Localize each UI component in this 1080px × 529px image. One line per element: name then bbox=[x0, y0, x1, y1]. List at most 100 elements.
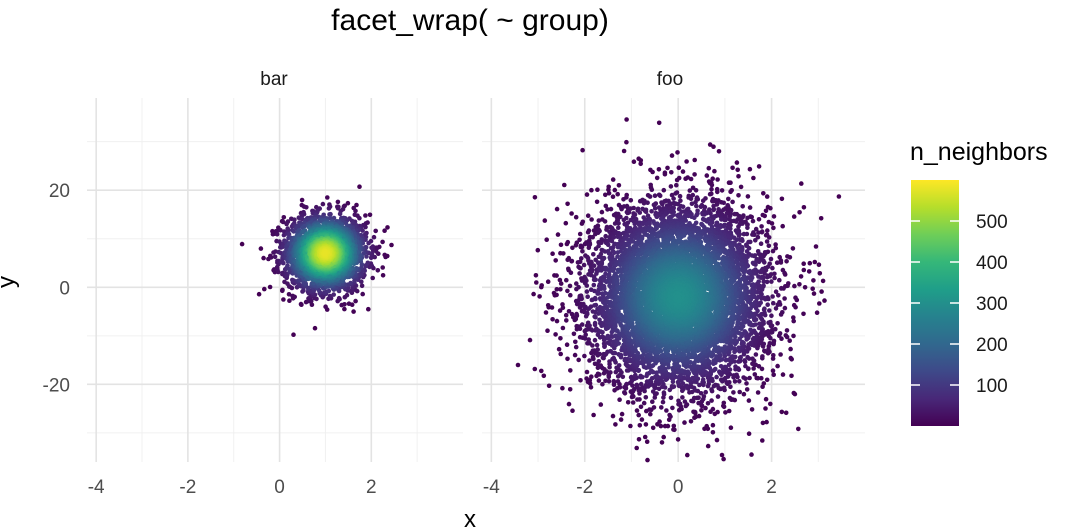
data-point bbox=[573, 214, 579, 220]
data-point bbox=[533, 273, 539, 278]
data-point bbox=[647, 194, 653, 199]
data-point bbox=[771, 353, 776, 358]
data-point bbox=[534, 280, 539, 285]
data-point bbox=[611, 355, 616, 361]
data-point bbox=[692, 157, 697, 163]
data-point bbox=[292, 294, 298, 300]
data-point bbox=[368, 255, 374, 261]
data-point bbox=[645, 200, 650, 205]
data-point bbox=[727, 395, 733, 401]
data-point bbox=[600, 330, 605, 335]
data-point bbox=[624, 139, 629, 145]
data-point bbox=[550, 251, 555, 256]
data-point bbox=[771, 225, 776, 231]
data-point bbox=[624, 117, 629, 122]
data-point bbox=[665, 165, 670, 171]
data-point bbox=[791, 333, 796, 339]
data-point bbox=[643, 422, 649, 427]
data-point bbox=[749, 452, 754, 457]
data-point bbox=[549, 305, 555, 310]
data-point bbox=[713, 382, 718, 388]
data-point bbox=[818, 216, 824, 221]
data-point bbox=[633, 372, 638, 378]
data-point bbox=[811, 278, 816, 283]
data-point bbox=[789, 373, 794, 379]
data-point bbox=[700, 377, 706, 382]
data-point bbox=[716, 149, 722, 154]
data-point bbox=[577, 259, 583, 265]
data-point bbox=[371, 234, 377, 240]
data-point bbox=[657, 419, 662, 424]
data-point bbox=[728, 189, 733, 195]
data-point bbox=[730, 354, 735, 359]
data-point bbox=[576, 284, 581, 290]
x-tick-label: 0 bbox=[274, 477, 285, 498]
data-point bbox=[770, 248, 776, 254]
x-tick-labels-bar: -4 -2 0 2 bbox=[88, 477, 377, 498]
data-point bbox=[611, 378, 617, 384]
data-point bbox=[806, 269, 812, 274]
data-point bbox=[661, 187, 667, 193]
data-point bbox=[788, 355, 794, 361]
data-point bbox=[256, 291, 262, 297]
data-point bbox=[553, 258, 558, 263]
data-point bbox=[784, 328, 790, 333]
data-point bbox=[693, 188, 699, 193]
data-point bbox=[560, 325, 566, 331]
data-point bbox=[564, 318, 569, 323]
data-point bbox=[682, 420, 687, 425]
data-point bbox=[719, 217, 724, 222]
data-point bbox=[650, 399, 655, 405]
data-point bbox=[532, 195, 538, 200]
data-point bbox=[730, 199, 735, 205]
data-point bbox=[584, 283, 590, 288]
data-point bbox=[353, 208, 358, 214]
data-point bbox=[643, 395, 649, 400]
data-point bbox=[744, 249, 750, 254]
data-point bbox=[756, 230, 761, 235]
data-point bbox=[766, 219, 772, 225]
data-point bbox=[785, 254, 790, 259]
data-point bbox=[615, 379, 621, 384]
data-point bbox=[281, 260, 286, 266]
data-point bbox=[380, 265, 386, 270]
data-point bbox=[792, 283, 797, 289]
data-point bbox=[550, 317, 555, 322]
data-point bbox=[610, 194, 616, 199]
data-point bbox=[799, 181, 804, 186]
data-point bbox=[571, 331, 577, 337]
chart-title: facet_wrap( ~ group) bbox=[331, 4, 609, 37]
data-point bbox=[649, 187, 655, 192]
data-point bbox=[621, 197, 626, 202]
data-point bbox=[380, 239, 385, 245]
data-point bbox=[796, 426, 801, 432]
data-point bbox=[566, 401, 572, 407]
data-point bbox=[661, 434, 666, 440]
data-point bbox=[772, 275, 777, 281]
data-point bbox=[588, 385, 594, 390]
data-point bbox=[579, 322, 585, 327]
data-point bbox=[363, 263, 369, 268]
data-point bbox=[554, 273, 559, 278]
data-point bbox=[654, 175, 660, 181]
data-point bbox=[814, 310, 820, 316]
data-point bbox=[595, 347, 600, 352]
data-point bbox=[328, 215, 333, 221]
data-point bbox=[651, 405, 657, 410]
data-point bbox=[579, 221, 585, 226]
data-point bbox=[684, 159, 689, 164]
data-point bbox=[532, 366, 538, 372]
data-point bbox=[751, 175, 756, 181]
data-point bbox=[741, 375, 746, 380]
data-point bbox=[543, 310, 549, 315]
data-point bbox=[793, 295, 798, 301]
data-point bbox=[558, 242, 564, 248]
data-point bbox=[747, 166, 753, 172]
data-point bbox=[289, 285, 295, 291]
data-point bbox=[638, 161, 643, 167]
data-point bbox=[712, 168, 717, 174]
data-point bbox=[763, 406, 768, 411]
data-point bbox=[788, 346, 793, 352]
data-point bbox=[819, 289, 824, 294]
data-point bbox=[764, 239, 770, 244]
